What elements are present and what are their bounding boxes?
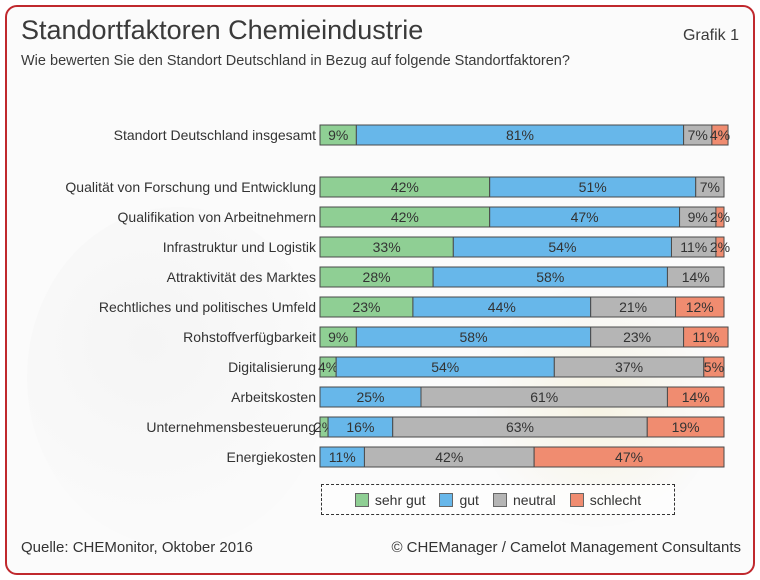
stacked-bar-chart: Standort Deutschland insgesamt 9% 81% 7% 4%Q…	[65, 124, 730, 468]
legend-item-sehr-gut: sehr gut	[354, 491, 426, 508]
legend-label-gut: gut	[459, 491, 479, 508]
data-label-rohstoffverfuegbarkeit-sehr-gut: 9%	[328, 329, 348, 345]
category-label-energiekosten: Energiekosten	[226, 449, 316, 465]
legend-label-neutral: neutral	[512, 491, 556, 508]
data-label-digitalisierung-sehr-gut: 4%	[318, 359, 338, 375]
data-label-rohstoffverfuegbarkeit-gut: 58%	[460, 329, 488, 345]
bar-segment-rechtliches-und-politisches-umfeld-schlecht	[675, 296, 725, 318]
legend-label-sehr-gut: sehr gut	[374, 491, 426, 508]
data-label-qualifikation-von-arbeitnehmern-neutral: 9%	[688, 209, 708, 225]
data-label-arbeitskosten-neutral: 61%	[530, 389, 558, 405]
data-label-qualifikation-von-arbeitnehmern-schlecht: 2%	[710, 209, 730, 225]
bar-segment-rohstoffverfuegbarkeit-schlecht	[683, 326, 729, 348]
chart-legend: sehr gut gut neutral schlecht	[321, 484, 675, 515]
data-label-attraktivitaet-des-marktes-sehr-gut: 28%	[363, 269, 391, 285]
bar-segment-unternehmensbesteuerung-schlecht	[646, 416, 725, 438]
bar-segment-infrastruktur-und-logistik-schlecht	[715, 236, 725, 258]
category-label-qualitaet-von-forschung-und-entwicklung: Qualität von Forschung und Entwicklung	[65, 179, 316, 195]
data-label-infrastruktur-und-logistik-gut: 54%	[548, 239, 576, 255]
data-label-standort-deutschland-insgesamt-gut: 81%	[506, 127, 534, 143]
data-label-digitalisierung-neutral: 37%	[615, 359, 643, 375]
data-label-standort-deutschland-insgesamt-sehr-gut: 9%	[328, 127, 348, 143]
chart-title: Standortfaktoren Chemieindustrie	[21, 15, 424, 45]
legend-item-neutral: neutral	[492, 491, 556, 508]
data-label-arbeitskosten-schlecht: 14%	[682, 389, 710, 405]
data-label-digitalisierung-gut: 54%	[431, 359, 459, 375]
category-label-arbeitskosten: Arbeitskosten	[231, 389, 316, 405]
data-label-qualifikation-von-arbeitnehmern-sehr-gut: 42%	[391, 209, 419, 225]
data-label-unternehmensbesteuerung-schlecht: 19%	[672, 419, 700, 435]
copyright-note: © CHEManager / Camelot Management Consul…	[391, 539, 741, 556]
data-label-rechtliches-und-politisches-umfeld-gut: 44%	[488, 299, 516, 315]
figure-number: Grafik 1	[682, 27, 739, 44]
data-label-qualifikation-von-arbeitnehmern-gut: 47%	[571, 209, 599, 225]
data-label-infrastruktur-und-logistik-schlecht: 2%	[710, 239, 730, 255]
data-label-arbeitskosten-gut: 25%	[356, 389, 384, 405]
data-label-rechtliches-und-politisches-umfeld-sehr-gut: 23%	[352, 299, 380, 315]
data-label-infrastruktur-und-logistik-neutral: 11%	[680, 239, 707, 255]
data-label-unternehmensbesteuerung-neutral: 63%	[506, 419, 534, 435]
data-label-qualitaet-von-forschung-und-entwicklung-neutral: 7%	[700, 179, 720, 195]
data-label-energiekosten-schlecht: 47%	[615, 449, 643, 465]
bar-segment-standort-deutschland-insgesamt-schlecht	[711, 124, 729, 146]
category-label-qualifikation-von-arbeitnehmern: Qualifikation von Arbeitnehmern	[118, 209, 316, 225]
bar-segment-energiekosten-schlecht	[533, 446, 725, 468]
category-label-rechtliches-und-politisches-umfeld: Rechtliches und politisches Umfeld	[99, 299, 316, 315]
bar-segment-qualitaet-von-forschung-und-entwicklung-neutral	[695, 176, 725, 198]
bar-segment-qualifikation-von-arbeitnehmern-schlecht	[715, 206, 725, 228]
legend-swatch-sehr-gut	[354, 492, 369, 507]
bar-segment-attraktivitaet-des-marktes-neutral	[666, 266, 725, 288]
legend-swatch-gut	[439, 492, 454, 507]
chart-subtitle: Wie bewerten Sie den Standort Deutschlan…	[21, 53, 570, 69]
data-label-rechtliches-und-politisches-umfeld-schlecht: 12%	[686, 299, 714, 315]
category-label-attraktivitaet-des-marktes: Attraktivität des Marktes	[167, 269, 316, 285]
category-label-digitalisierung: Digitalisierung	[228, 359, 316, 375]
data-label-standort-deutschland-insgesamt-schlecht: 4%	[710, 127, 730, 143]
data-label-unternehmensbesteuerung-gut: 16%	[346, 419, 374, 435]
legend-item-schlecht: schlecht	[569, 491, 642, 508]
bar-segment-digitalisierung-schlecht	[703, 356, 725, 378]
data-label-energiekosten-gut: 11%	[329, 449, 356, 465]
data-label-attraktivitaet-des-marktes-neutral: 14%	[682, 269, 710, 285]
data-label-digitalisierung-schlecht: 5%	[704, 359, 724, 375]
background-flask-left	[27, 207, 327, 547]
data-label-rohstoffverfuegbarkeit-neutral: 23%	[623, 329, 651, 345]
bar-segment-arbeitskosten-schlecht	[666, 386, 725, 408]
chart-frame: Standortfaktoren Chemieindustrie Grafik …	[5, 5, 755, 575]
category-label-rohstoffverfuegbarkeit: Rohstoffverfügbarkeit	[183, 329, 316, 345]
data-label-rechtliches-und-politisches-umfeld-neutral: 21%	[619, 299, 647, 315]
data-label-attraktivitaet-des-marktes-gut: 58%	[536, 269, 564, 285]
legend-label-schlecht: schlecht	[589, 491, 642, 508]
category-label-unternehmensbesteuerung: Unternehmensbesteuerung	[146, 419, 316, 435]
data-label-energiekosten-neutral: 42%	[435, 449, 463, 465]
legend-item-gut: gut	[439, 491, 479, 508]
data-label-qualitaet-von-forschung-und-entwicklung-sehr-gut: 42%	[391, 179, 419, 195]
category-label-standort-deutschland-insgesamt: Standort Deutschland insgesamt	[114, 127, 316, 143]
data-label-qualitaet-von-forschung-und-entwicklung-gut: 51%	[579, 179, 607, 195]
data-label-infrastruktur-und-logistik-sehr-gut: 33%	[373, 239, 401, 255]
legend-swatch-neutral	[492, 492, 507, 507]
legend-swatch-schlecht	[569, 492, 584, 507]
source-note: Quelle: CHEMonitor, Oktober 2016	[21, 539, 253, 556]
category-label-infrastruktur-und-logistik: Infrastruktur und Logistik	[163, 239, 317, 255]
data-label-rohstoffverfuegbarkeit-schlecht: 11%	[692, 329, 719, 345]
data-label-standort-deutschland-insgesamt-neutral: 7%	[688, 127, 708, 143]
